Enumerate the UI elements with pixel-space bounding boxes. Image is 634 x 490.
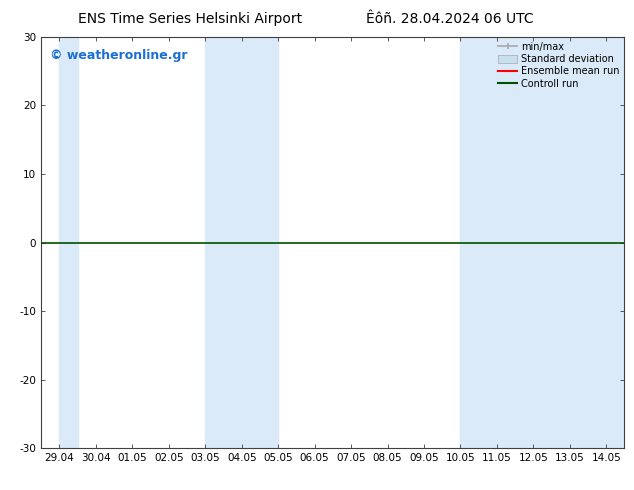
Text: © weatheronline.gr: © weatheronline.gr <box>50 49 188 62</box>
Text: ENS Time Series Helsinki Airport: ENS Time Series Helsinki Airport <box>78 12 302 26</box>
Bar <box>460 37 624 448</box>
Bar <box>60 37 77 448</box>
Bar <box>205 37 278 448</box>
Legend: min/max, Standard deviation, Ensemble mean run, Controll run: min/max, Standard deviation, Ensemble me… <box>496 40 621 91</box>
Text: Êôñ. 28.04.2024 06 UTC: Êôñ. 28.04.2024 06 UTC <box>366 12 534 26</box>
